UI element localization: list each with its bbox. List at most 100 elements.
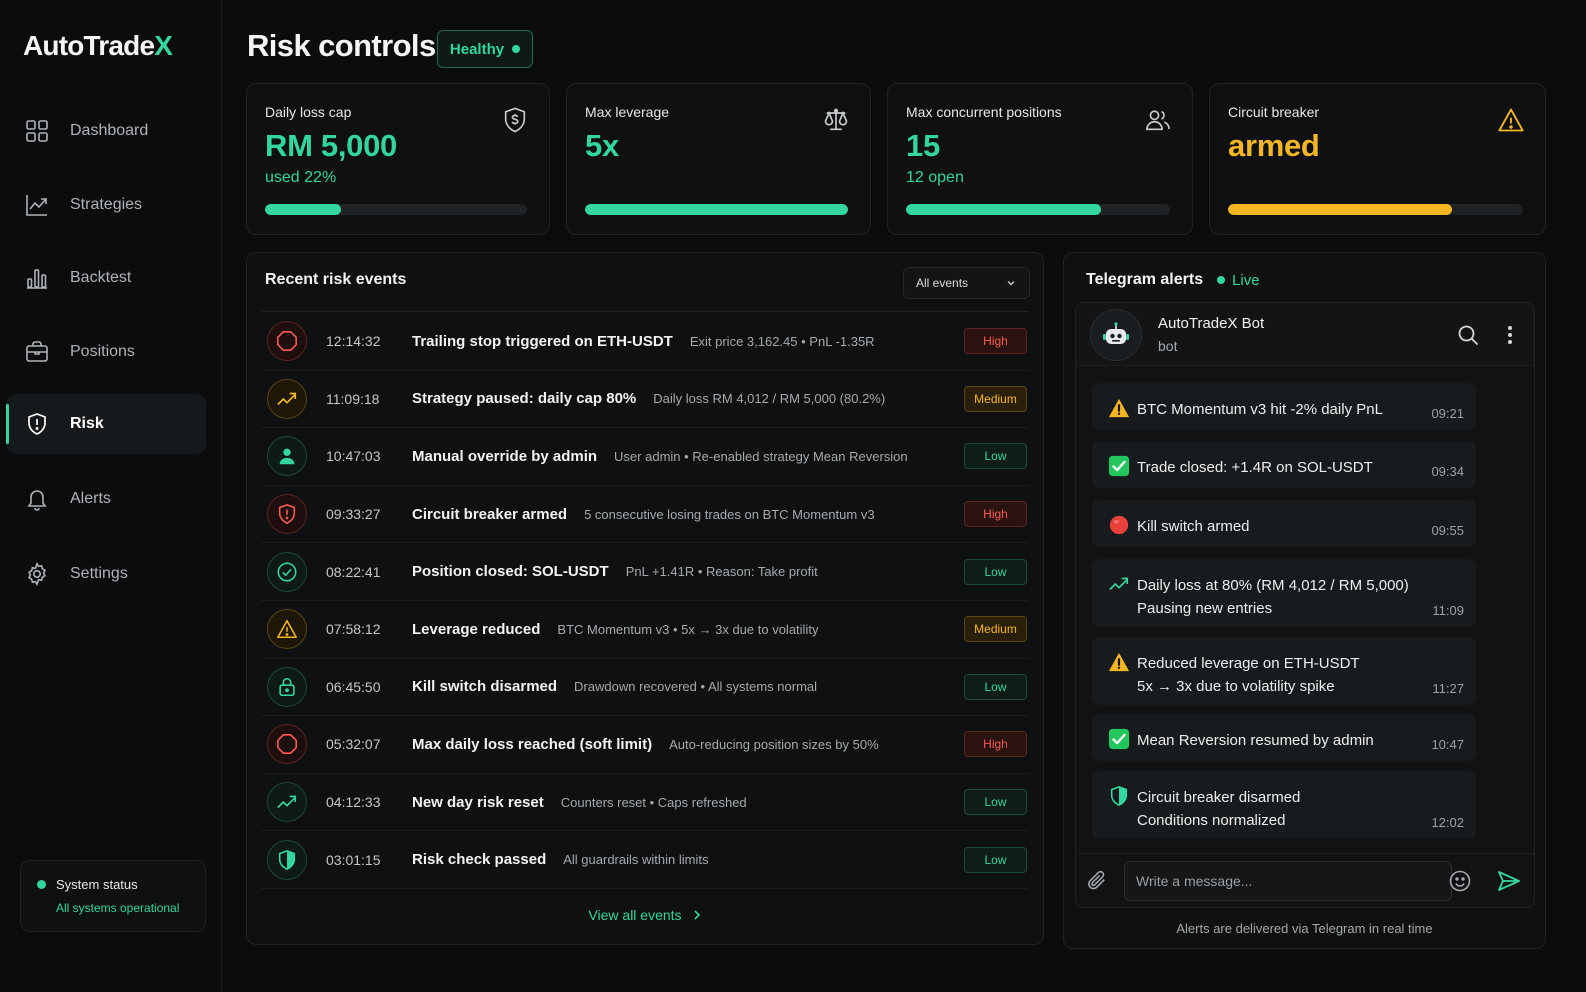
max-positions-card: Max concurrent positions 15 12 open [887, 83, 1193, 235]
card-label: Max concurrent positions [906, 104, 1062, 120]
table-row[interactable]: 07:58:12 Leverage reduced BTC Momentum v… [261, 601, 1029, 659]
composer [1076, 853, 1534, 907]
table-row[interactable]: 08:22:41 Position closed: SOL-USDT PnL +… [261, 543, 1029, 601]
bell-icon [24, 486, 50, 512]
chat-message[interactable]: Daily loss at 80% (RM 4,012 / RM 5,000) P… [1092, 559, 1476, 627]
message-line-1: Mean Reversion resumed by admin [1137, 732, 1374, 749]
shield-half-icon [1108, 785, 1130, 807]
event-time: 12:14:32 [326, 333, 381, 350]
card-value: 5x [585, 128, 619, 163]
table-row[interactable]: 11:09:18 Strategy paused: daily cap 80% … [261, 371, 1029, 429]
card-value: RM 5,000 [265, 128, 397, 163]
event-title: Kill switch disarmed [412, 678, 558, 696]
shield-dollar-icon [501, 106, 529, 134]
bot-subtitle: bot [1158, 338, 1178, 354]
event-time: 04:12:33 [326, 794, 381, 811]
card-label: Max leverage [585, 104, 670, 120]
message-line-1: Trade closed: +1.4R on SOL-USDT [1137, 459, 1373, 476]
trend-icon [267, 782, 307, 823]
live-label: Live [1232, 271, 1260, 289]
severity-badge: High [964, 501, 1027, 528]
chat-message[interactable]: Kill switch armed 09:55 [1092, 500, 1476, 547]
warning-icon [1497, 106, 1525, 134]
sidebar-item-risk[interactable]: Risk [6, 394, 206, 454]
trend-icon [1108, 573, 1130, 595]
sidebar-item-alerts[interactable]: Alerts [6, 469, 206, 529]
table-row[interactable]: 03:01:15 Risk check passed All guardrail… [261, 831, 1029, 889]
message-time: 09:34 [1431, 464, 1464, 479]
sidebar-item-settings[interactable]: Settings [6, 544, 206, 604]
message-line-1: Kill switch armed [1137, 518, 1250, 535]
check-box-icon [1108, 455, 1130, 477]
status-badge-label: Healthy [449, 40, 505, 58]
event-detail: Exit price 3,162.45 • PnL -1.35R [689, 333, 875, 349]
sidebar-item-label: Backtest [70, 269, 132, 286]
warning-icon [267, 609, 307, 650]
severity-badge: Low [964, 558, 1027, 585]
avatar[interactable] [1090, 309, 1142, 361]
message-input[interactable] [1124, 861, 1452, 901]
event-detail: PnL +1.41R • Reason: Take profit [625, 564, 818, 580]
chevron-right-icon [692, 909, 702, 921]
more-vertical-icon[interactable] [1502, 323, 1518, 347]
table-row[interactable]: 10:47:03 Manual override by admin User a… [261, 428, 1029, 486]
table-row[interactable]: 09:33:27 Circuit breaker armed 5 consecu… [261, 486, 1029, 544]
message-time: 11:09 [1432, 603, 1464, 618]
severity-badge: Medium [964, 616, 1027, 643]
sidebar-item-label: Dashboard [70, 122, 149, 139]
robot-icon [1100, 319, 1132, 351]
chat-message[interactable]: Trade closed: +1.4R on SOL-USDT 09:34 [1092, 441, 1476, 488]
daily-loss-card: Daily loss cap RM 5,000 used 22% [246, 83, 550, 235]
risk-events-panel: Recent risk events All events 12:14:32 T… [246, 252, 1044, 945]
warning-icon [1108, 651, 1130, 673]
shield-alert-icon [267, 494, 307, 535]
card-value: 15 [906, 128, 940, 163]
sidebar-item-strategies[interactable]: Strategies [6, 175, 206, 235]
event-detail: BTC Momentum v3 • 5x → 3x due to volatil… [557, 621, 819, 637]
chat-message[interactable]: Reduced leverage on ETH-USDT 5x → 3x due … [1092, 637, 1476, 705]
event-title: Position closed: SOL-USDT [412, 563, 609, 581]
message-time: 09:21 [1431, 406, 1464, 421]
table-row[interactable]: 12:14:32 Trailing stop triggered on ETH-… [261, 313, 1029, 371]
shield-half-icon [267, 839, 307, 880]
status-badge: Healthy [437, 30, 533, 68]
message-time: 10:47 [1431, 737, 1464, 752]
lock-icon [267, 666, 307, 707]
bot-name: AutoTradeX Bot [1158, 315, 1265, 332]
table-row[interactable]: 04:12:33 New day risk reset Counters res… [261, 774, 1029, 832]
event-detail: Auto-reducing position sizes by 50% [669, 736, 879, 752]
event-title: Leverage reduced [412, 620, 541, 638]
event-title: Max daily loss reached (soft limit) [412, 735, 653, 753]
table-row[interactable]: 06:45:50 Kill switch disarmed Drawdown r… [261, 659, 1029, 717]
event-title: Risk check passed [412, 851, 547, 869]
chat-message[interactable]: BTC Momentum v3 hit -2% daily PnL 09:21 [1092, 383, 1476, 430]
sidebar-item-dashboard[interactable]: Dashboard [6, 101, 206, 161]
severity-badge: Medium [964, 385, 1027, 412]
page-title: Risk controls [247, 28, 436, 63]
event-detail: Counters reset • Caps refreshed [560, 794, 747, 810]
progress-bar [265, 204, 527, 215]
sidebar-item-label: Positions [70, 343, 135, 360]
sidebar-item-positions[interactable]: Positions [6, 322, 206, 382]
view-all-label: View all events [588, 907, 682, 923]
app-logo[interactable]: AutoTradeX [23, 30, 173, 61]
message-line-2: Conditions normalized [1137, 812, 1286, 829]
severity-badge: High [964, 731, 1027, 758]
view-all-events-link[interactable]: View all events [247, 907, 1043, 923]
send-icon[interactable] [1496, 869, 1522, 893]
chat-message[interactable]: Mean Reversion resumed by admin 10:47 [1092, 714, 1476, 761]
sidebar-item-label: Settings [70, 565, 128, 582]
progress-bar [906, 204, 1170, 215]
panel-title: Recent risk events [265, 271, 407, 288]
progress-bar [1228, 204, 1523, 215]
sidebar-item-backtest[interactable]: Backtest [6, 248, 206, 308]
search-icon[interactable] [1456, 323, 1480, 347]
emoji-icon[interactable] [1448, 869, 1472, 893]
table-row[interactable]: 05:32:07 Max daily loss reached (soft li… [261, 716, 1029, 774]
event-detail: User admin • Re-enabled strategy Mean Re… [614, 448, 908, 464]
chat-message[interactable]: Circuit breaker disarmed Conditions norma… [1092, 771, 1476, 839]
user-icon [267, 436, 307, 477]
message-line-1: Reduced leverage on ETH-USDT [1137, 655, 1360, 672]
events-filter-select[interactable]: All events [903, 267, 1030, 299]
paperclip-icon[interactable] [1086, 868, 1108, 892]
